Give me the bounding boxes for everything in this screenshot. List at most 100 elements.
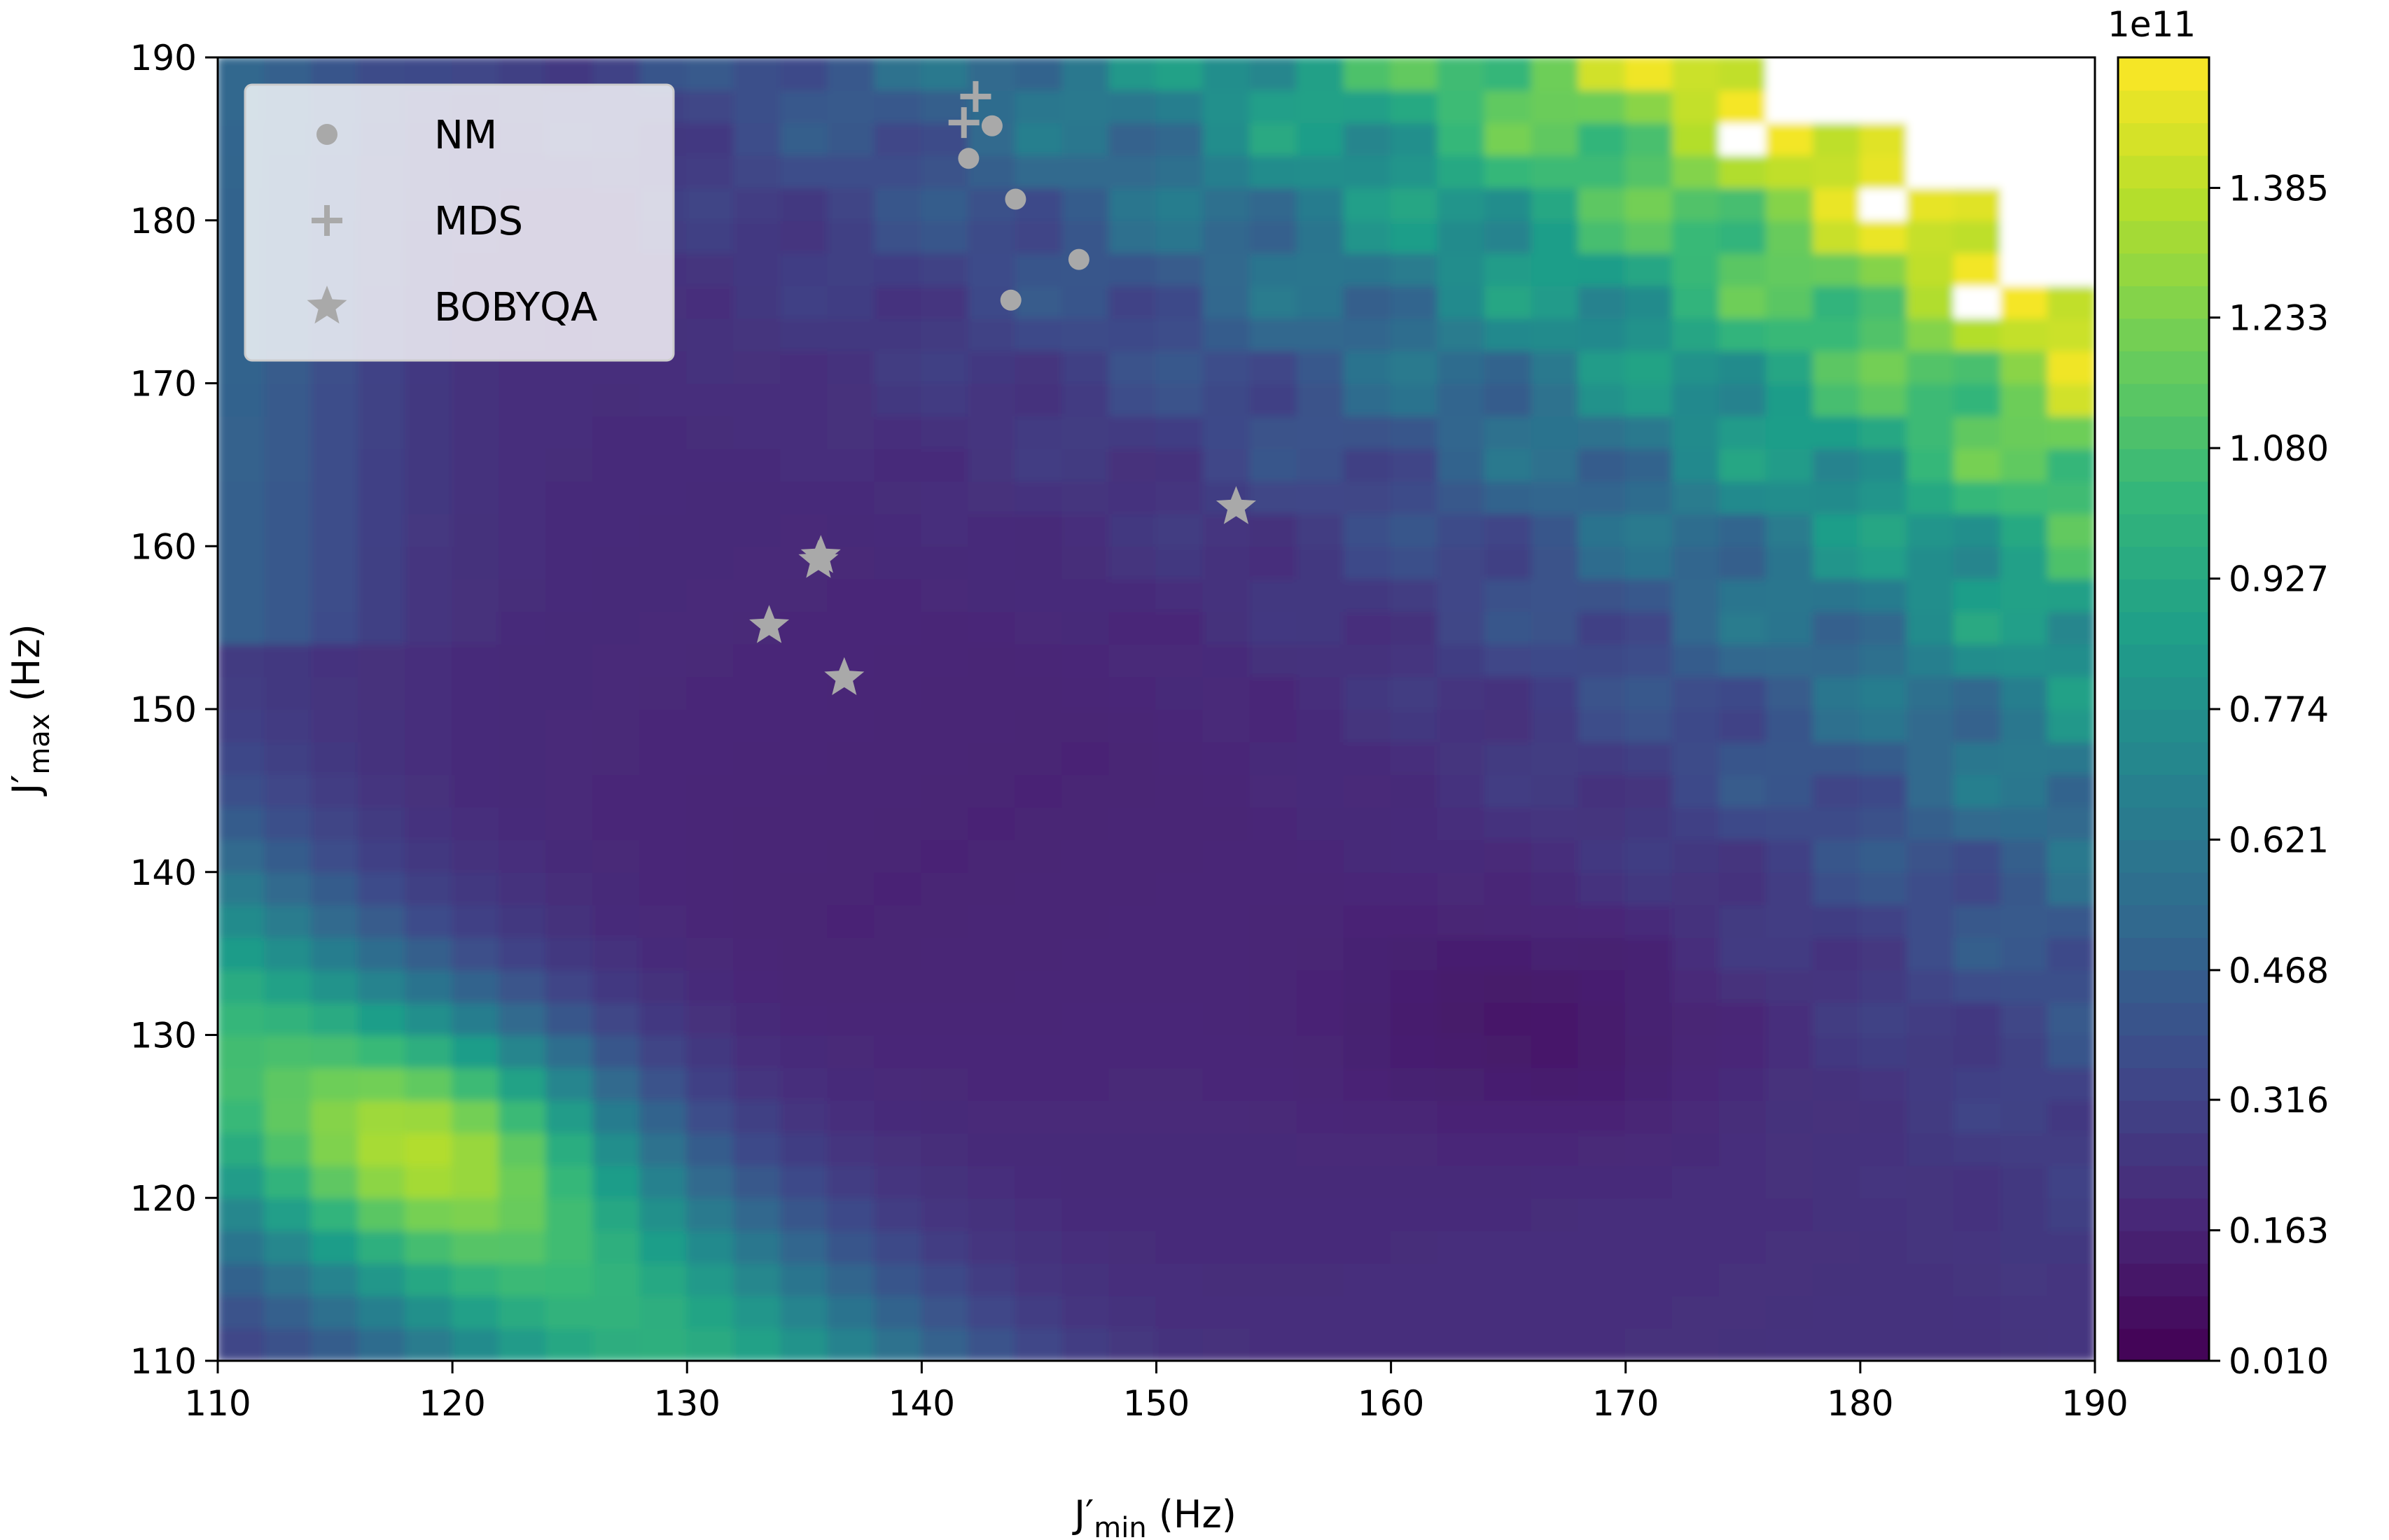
heatmap-cell	[1906, 643, 1955, 678]
heatmap-cell	[1108, 382, 1157, 417]
heatmap-cell	[1296, 1099, 1345, 1134]
heatmap-cell	[1202, 1327, 1251, 1361]
heatmap-cell	[358, 936, 407, 971]
colorbar-tick-label: 0.927	[2229, 559, 2329, 600]
heatmap-cell	[1859, 1164, 1908, 1199]
heatmap-cell	[1577, 219, 1627, 254]
heatmap-cell	[1718, 676, 1767, 710]
heatmap-cell	[1249, 1229, 1298, 1264]
heatmap-cell	[1437, 187, 1486, 221]
heatmap-cell	[1765, 252, 1814, 286]
heatmap-cell	[1108, 1067, 1157, 1101]
heatmap-cell	[1859, 415, 1908, 449]
heatmap-cell	[968, 676, 1017, 710]
heatmap-cell	[1859, 1067, 1908, 1101]
heatmap-cell	[827, 904, 876, 938]
heatmap-cell	[1249, 349, 1298, 384]
heatmap-cell	[1531, 676, 1580, 710]
heatmap-cell	[639, 1262, 688, 1296]
heatmap-cell	[1906, 1164, 1955, 1199]
heatmap-cell	[1390, 806, 1439, 841]
heatmap-cell	[1343, 1001, 1392, 1036]
heatmap-cell	[1577, 154, 1627, 189]
heatmap-cell	[1859, 89, 1908, 124]
heatmap-cell	[1812, 1294, 1861, 1329]
heatmap-cell	[874, 774, 923, 808]
heatmap-cell	[1484, 187, 1533, 221]
heatmap-cell	[1859, 1327, 1908, 1361]
heatmap-cell	[1484, 415, 1533, 449]
heatmap-cell	[1155, 774, 1204, 808]
heatmap-cell	[1671, 1067, 1720, 1101]
heatmap-cell	[499, 1164, 548, 1199]
heatmap-cell	[1484, 871, 1533, 906]
heatmap-cell	[1531, 1229, 1580, 1264]
heatmap-cell	[827, 969, 876, 1003]
heatmap-cell	[733, 89, 782, 124]
heatmap-cell	[1859, 708, 1908, 743]
heatmap-cell	[1249, 545, 1298, 580]
heatmap-cell	[2047, 643, 2095, 678]
heatmap-cell	[1859, 578, 1908, 612]
heatmap-cell	[968, 871, 1017, 906]
heatmap-cell	[1812, 284, 1861, 319]
heatmap-cell	[1015, 839, 1064, 873]
heatmap-cell	[405, 1164, 454, 1199]
heatmap-cell	[1765, 1164, 1814, 1199]
heatmap-cell	[780, 1294, 829, 1329]
heatmap-cell	[264, 1294, 313, 1329]
heatmap-cell	[358, 774, 407, 808]
heatmap-cell	[639, 871, 688, 906]
heatmap-cell	[1202, 284, 1251, 319]
heatmap-cell	[1718, 545, 1767, 580]
heatmap-cell	[827, 578, 876, 612]
heatmap-cell	[1390, 904, 1439, 938]
heatmap-cell	[1953, 1067, 2002, 1101]
heatmap-cell	[545, 1034, 594, 1069]
heatmap-cell	[2000, 1067, 2049, 1101]
heatmap-cell	[545, 1327, 594, 1361]
heatmap-cell	[311, 839, 360, 873]
heatmap-cell	[874, 1197, 923, 1231]
heatmap-cell	[1061, 708, 1110, 743]
heatmap-cell	[218, 1327, 266, 1361]
heatmap-cell	[921, 415, 970, 449]
heatmap-cell	[1718, 1197, 1767, 1231]
heatmap-cell	[405, 1132, 454, 1166]
heatmap-cell	[1906, 219, 1955, 254]
heatmap-cell	[1061, 317, 1110, 351]
heatmap-cell	[921, 57, 970, 91]
heatmap-cell	[1343, 610, 1392, 645]
heatmap-cell	[686, 89, 735, 124]
heatmap-cell	[874, 1262, 923, 1296]
heatmap-cell	[827, 187, 876, 221]
heatmap-cell	[1953, 969, 2002, 1003]
heatmap-cell	[1437, 545, 1486, 580]
heatmap-cell	[1390, 741, 1439, 776]
heatmap-cell	[1108, 154, 1157, 189]
mds-marker	[960, 80, 991, 112]
heatmap-cell	[686, 1229, 735, 1264]
heatmap-cell	[827, 415, 876, 449]
heatmap-cell	[827, 936, 876, 971]
heatmap-cell	[733, 1327, 782, 1361]
heatmap-cell	[780, 741, 829, 776]
heatmap-cell	[1390, 415, 1439, 449]
heatmap-cell	[311, 1164, 360, 1199]
heatmap-cell	[1531, 284, 1580, 319]
x-axis-label: J′min (Hz)	[1072, 1492, 1237, 1540]
heatmap-cell	[311, 676, 360, 710]
heatmap-cell	[1531, 1099, 1580, 1134]
heatmap-cell	[1202, 1164, 1251, 1199]
legend-nm-marker	[316, 124, 337, 145]
colorbar-band	[2118, 285, 2209, 319]
heatmap-cell	[1061, 1229, 1110, 1264]
heatmap-cell	[1343, 154, 1392, 189]
heatmap-cell	[499, 871, 548, 906]
heatmap-cell	[264, 1067, 313, 1101]
heatmap-cell	[686, 219, 735, 254]
heatmap-cell	[2000, 252, 2049, 286]
heatmap-cell	[827, 1294, 876, 1329]
heatmap-cell	[780, 936, 829, 971]
